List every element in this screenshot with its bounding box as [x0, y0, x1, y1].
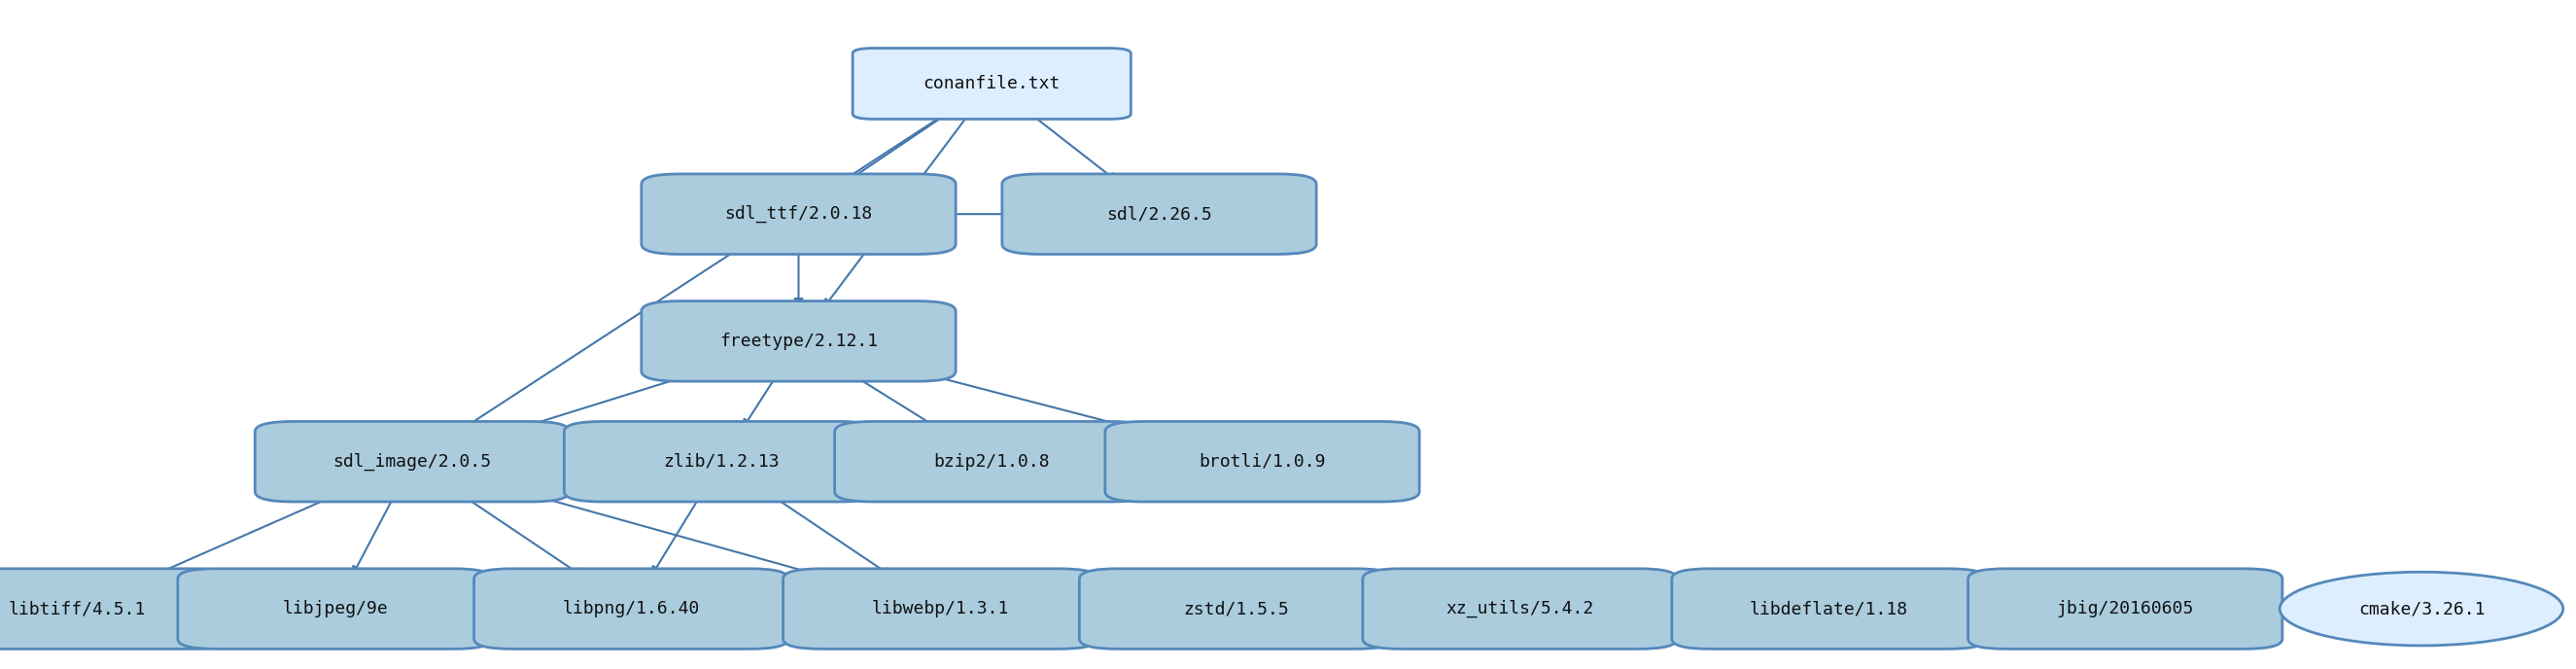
Ellipse shape [2280, 572, 2563, 646]
Text: sdl/2.26.5: sdl/2.26.5 [1105, 205, 1213, 223]
Text: libpng/1.6.40: libpng/1.6.40 [562, 600, 701, 617]
Text: conanfile.txt: conanfile.txt [922, 75, 1061, 92]
Text: xz_utils/5.4.2: xz_utils/5.4.2 [1445, 600, 1595, 617]
FancyBboxPatch shape [564, 421, 878, 502]
Text: libdeflate/1.18: libdeflate/1.18 [1749, 600, 1909, 617]
FancyBboxPatch shape [641, 174, 956, 254]
FancyBboxPatch shape [474, 569, 788, 649]
Text: bzip2/1.0.8: bzip2/1.0.8 [933, 453, 1051, 470]
FancyBboxPatch shape [835, 421, 1149, 502]
Text: zlib/1.2.13: zlib/1.2.13 [662, 453, 781, 470]
FancyBboxPatch shape [783, 569, 1097, 649]
Text: cmake/3.26.1: cmake/3.26.1 [2357, 600, 2486, 617]
FancyBboxPatch shape [1968, 569, 2282, 649]
FancyBboxPatch shape [1002, 174, 1316, 254]
Text: sdl_image/2.0.5: sdl_image/2.0.5 [332, 453, 492, 470]
Text: jbig/20160605: jbig/20160605 [2056, 600, 2195, 617]
Text: libwebp/1.3.1: libwebp/1.3.1 [871, 600, 1010, 617]
Text: libtiff/4.5.1: libtiff/4.5.1 [8, 600, 147, 617]
FancyBboxPatch shape [853, 48, 1131, 119]
Text: zstd/1.5.5: zstd/1.5.5 [1182, 600, 1291, 617]
Text: libjpeg/9e: libjpeg/9e [281, 600, 389, 617]
Text: brotli/1.0.9: brotli/1.0.9 [1198, 453, 1327, 470]
Text: sdl_ttf/2.0.18: sdl_ttf/2.0.18 [724, 205, 873, 223]
Text: freetype/2.12.1: freetype/2.12.1 [719, 332, 878, 350]
FancyBboxPatch shape [1079, 569, 1394, 649]
FancyBboxPatch shape [0, 569, 234, 649]
FancyBboxPatch shape [1105, 421, 1419, 502]
FancyBboxPatch shape [1363, 569, 1677, 649]
FancyBboxPatch shape [178, 569, 492, 649]
FancyBboxPatch shape [641, 301, 956, 381]
FancyBboxPatch shape [255, 421, 569, 502]
FancyBboxPatch shape [1672, 569, 1986, 649]
